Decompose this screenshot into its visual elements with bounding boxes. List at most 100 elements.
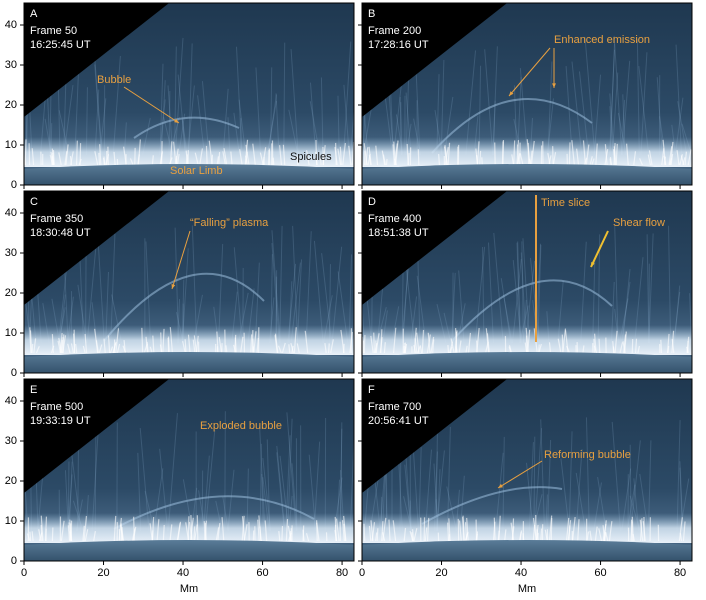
spicule <box>33 338 37 354</box>
spicule <box>251 330 254 354</box>
spicule <box>64 151 68 166</box>
spicule <box>540 528 543 542</box>
spicule <box>348 145 352 166</box>
spicule <box>619 342 624 354</box>
spicule <box>305 533 310 542</box>
spicule <box>51 334 54 354</box>
spicule <box>486 333 490 354</box>
spicule <box>296 343 300 354</box>
spicule <box>532 517 538 542</box>
spicule <box>67 343 71 354</box>
spicule <box>567 520 572 542</box>
spicule <box>61 337 64 354</box>
spicule <box>370 520 374 542</box>
spicule <box>282 144 286 166</box>
spicule <box>225 345 228 354</box>
time-label: 16:25:45 UT <box>30 39 91 51</box>
spicule <box>189 517 194 542</box>
spicule <box>315 152 318 166</box>
spicule <box>334 147 338 166</box>
panel-frame <box>361 378 693 562</box>
panel-image <box>24 191 354 373</box>
spicule <box>392 327 397 354</box>
spicule <box>375 333 380 354</box>
spicule <box>633 151 637 166</box>
spicule <box>316 522 320 542</box>
spicule <box>467 332 472 354</box>
frame-label: Frame 350 <box>30 213 83 225</box>
fibril <box>611 421 621 532</box>
spicule <box>466 517 469 542</box>
fibril <box>174 37 184 156</box>
spicule <box>630 521 633 542</box>
spicules <box>24 137 354 167</box>
spicule <box>585 144 590 166</box>
bubble-edge <box>431 98 593 154</box>
spicule <box>35 346 40 354</box>
y-tick-label: 40 <box>5 395 17 407</box>
spicule <box>272 157 275 166</box>
fibril <box>167 413 178 532</box>
spicule <box>409 530 414 542</box>
arrow-head <box>509 91 514 96</box>
spicule <box>382 154 387 166</box>
spicule <box>582 140 586 166</box>
spicule <box>444 147 449 166</box>
y-tick-label: 20 <box>5 99 17 111</box>
spicule <box>479 150 482 166</box>
spicule <box>245 151 248 166</box>
spicule <box>217 523 221 542</box>
spicules <box>362 513 692 543</box>
solar-disk <box>24 352 354 373</box>
spicule <box>84 333 88 354</box>
spicule <box>604 144 608 166</box>
spicule <box>679 154 683 166</box>
spicule <box>557 338 562 354</box>
spicule <box>661 148 665 166</box>
spicule <box>424 527 428 542</box>
spicule <box>167 336 170 354</box>
time-label: 19:33:19 UT <box>30 415 91 427</box>
spicule <box>259 152 264 166</box>
spicule <box>184 339 187 354</box>
spicule <box>194 152 199 166</box>
spicule <box>577 519 580 542</box>
spicule <box>58 338 63 354</box>
spicule <box>169 141 173 166</box>
spicule <box>571 140 575 166</box>
spicule <box>291 345 294 354</box>
spicule <box>169 524 173 542</box>
spicule <box>623 334 627 354</box>
spicule <box>612 346 615 354</box>
spicule <box>465 345 468 354</box>
occulted-corner <box>24 191 170 305</box>
time-label: 20:56:41 UT <box>368 415 429 427</box>
spicule <box>51 148 55 166</box>
spicule <box>60 520 65 542</box>
spicule <box>151 516 155 542</box>
spicule <box>288 532 292 542</box>
spicule <box>57 340 62 354</box>
spicule <box>403 527 407 542</box>
spicule <box>162 328 165 354</box>
spicule <box>602 523 607 542</box>
spicule <box>406 143 409 166</box>
fibril <box>540 419 546 532</box>
spicule <box>230 151 233 166</box>
spicule <box>381 521 384 542</box>
fibril <box>279 225 283 344</box>
fibril <box>614 225 619 344</box>
spicule <box>75 343 78 354</box>
fibril <box>636 39 640 156</box>
spicule <box>565 517 570 542</box>
spicule <box>493 517 496 542</box>
fibril <box>287 418 293 532</box>
x-tick-label: 20 <box>97 567 109 579</box>
spicule <box>324 343 327 354</box>
fibril <box>340 422 343 532</box>
spicule <box>561 334 564 354</box>
fibril <box>613 35 623 156</box>
spicule <box>98 344 103 354</box>
spicule <box>26 533 31 542</box>
spicule <box>411 529 415 542</box>
